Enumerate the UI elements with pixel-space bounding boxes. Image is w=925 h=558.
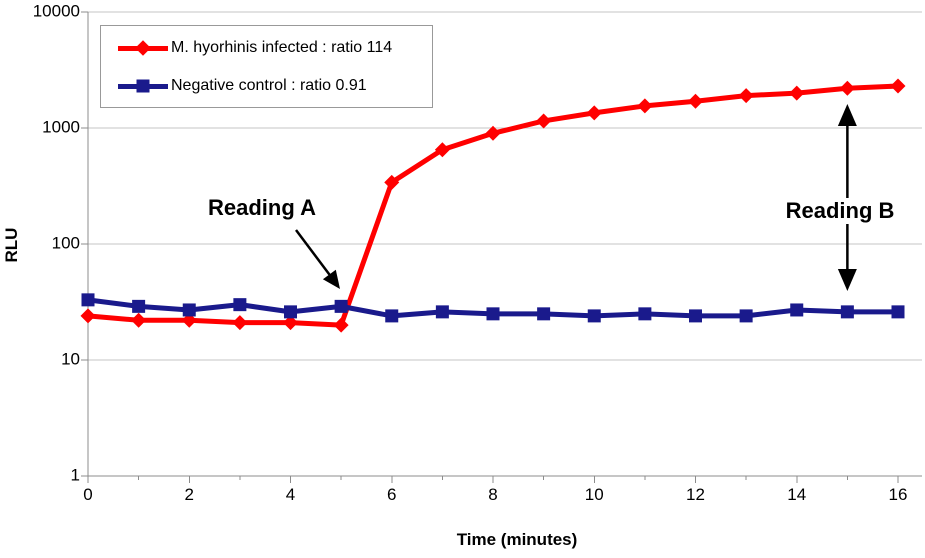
- reading-a-arrow-shaft: [295, 229, 333, 279]
- y-axis-title: RLU: [2, 227, 21, 263]
- x-tick-label: 16: [888, 485, 908, 504]
- y-tick-label: 1000: [42, 117, 80, 137]
- series-0-marker: [890, 78, 906, 94]
- legend-swatch-infected: [118, 39, 168, 57]
- series-1-marker: [689, 309, 702, 323]
- series-1-marker: [435, 305, 449, 319]
- series-1-marker: [638, 307, 652, 321]
- series-0-marker: [384, 174, 400, 190]
- series-1-marker: [486, 307, 500, 321]
- series-0-marker: [789, 85, 805, 101]
- legend-label-control: Negative control : ratio 0.91: [171, 77, 367, 94]
- y-tick-label: 10000: [32, 1, 80, 21]
- series-0-marker: [131, 312, 147, 328]
- series-0-marker: [434, 142, 450, 158]
- square-marker-icon: [136, 79, 150, 93]
- series-0-marker: [283, 315, 298, 331]
- y-tick-label: 100: [51, 233, 80, 253]
- legend: M. hyorhinis infected : ratio 114 Negati…: [100, 25, 433, 108]
- series-0-marker: [738, 88, 754, 104]
- x-axis-title: Time (minutes): [456, 530, 578, 549]
- x-tick-label: 4: [285, 485, 296, 504]
- series-1-marker: [182, 303, 196, 317]
- x-tick-label: 0: [83, 485, 93, 504]
- series-1-marker: [81, 293, 95, 307]
- series-0-marker: [80, 308, 96, 324]
- series-0-marker: [232, 315, 248, 331]
- series-1-marker: [537, 307, 551, 321]
- series-1-marker: [840, 305, 854, 319]
- x-tick-label: 10: [584, 485, 604, 504]
- x-tick-label: 12: [686, 485, 705, 504]
- series-0-marker: [688, 93, 703, 109]
- series-1-marker: [334, 299, 348, 313]
- legend-item-control: Negative control : ratio 0.91: [118, 77, 367, 95]
- series-0-marker: [181, 312, 197, 328]
- legend-label-infected: M. hyorhinis infected : ratio 114: [171, 39, 393, 56]
- series-1-marker: [385, 309, 399, 323]
- x-tick-label: 14: [787, 485, 807, 504]
- series-1-marker: [790, 303, 804, 317]
- series-1-marker: [233, 298, 247, 312]
- series-1-marker: [587, 309, 601, 323]
- series-0-marker: [333, 317, 349, 333]
- series-1-marker: [891, 305, 905, 319]
- series-1-marker: [132, 299, 146, 313]
- reading-a-arrowhead: [322, 269, 340, 289]
- series-1-marker: [284, 305, 297, 319]
- legend-item-infected: M. hyorhinis infected : ratio 114: [118, 39, 392, 57]
- series-0-marker: [536, 113, 552, 129]
- annotation-reading-a: Reading A: [208, 195, 316, 220]
- y-tick-label: 10: [61, 349, 80, 369]
- series-0-marker: [839, 80, 855, 96]
- x-tick-label: 6: [387, 485, 397, 504]
- series-0-marker: [485, 125, 501, 141]
- x-tick-label: 8: [488, 485, 498, 504]
- series-1-marker: [739, 309, 753, 323]
- x-tick-label: 2: [184, 485, 194, 504]
- reading-b-arrowhead-down: [837, 269, 857, 291]
- annotation-reading-b: Reading B: [781, 198, 899, 224]
- series-0-marker: [637, 98, 653, 114]
- reading-b-arrowhead-up: [837, 104, 857, 126]
- diamond-marker-icon: [135, 40, 151, 56]
- y-tick-label: 1: [70, 465, 80, 485]
- legend-swatch-control: [118, 77, 168, 95]
- series-0-marker: [586, 105, 602, 121]
